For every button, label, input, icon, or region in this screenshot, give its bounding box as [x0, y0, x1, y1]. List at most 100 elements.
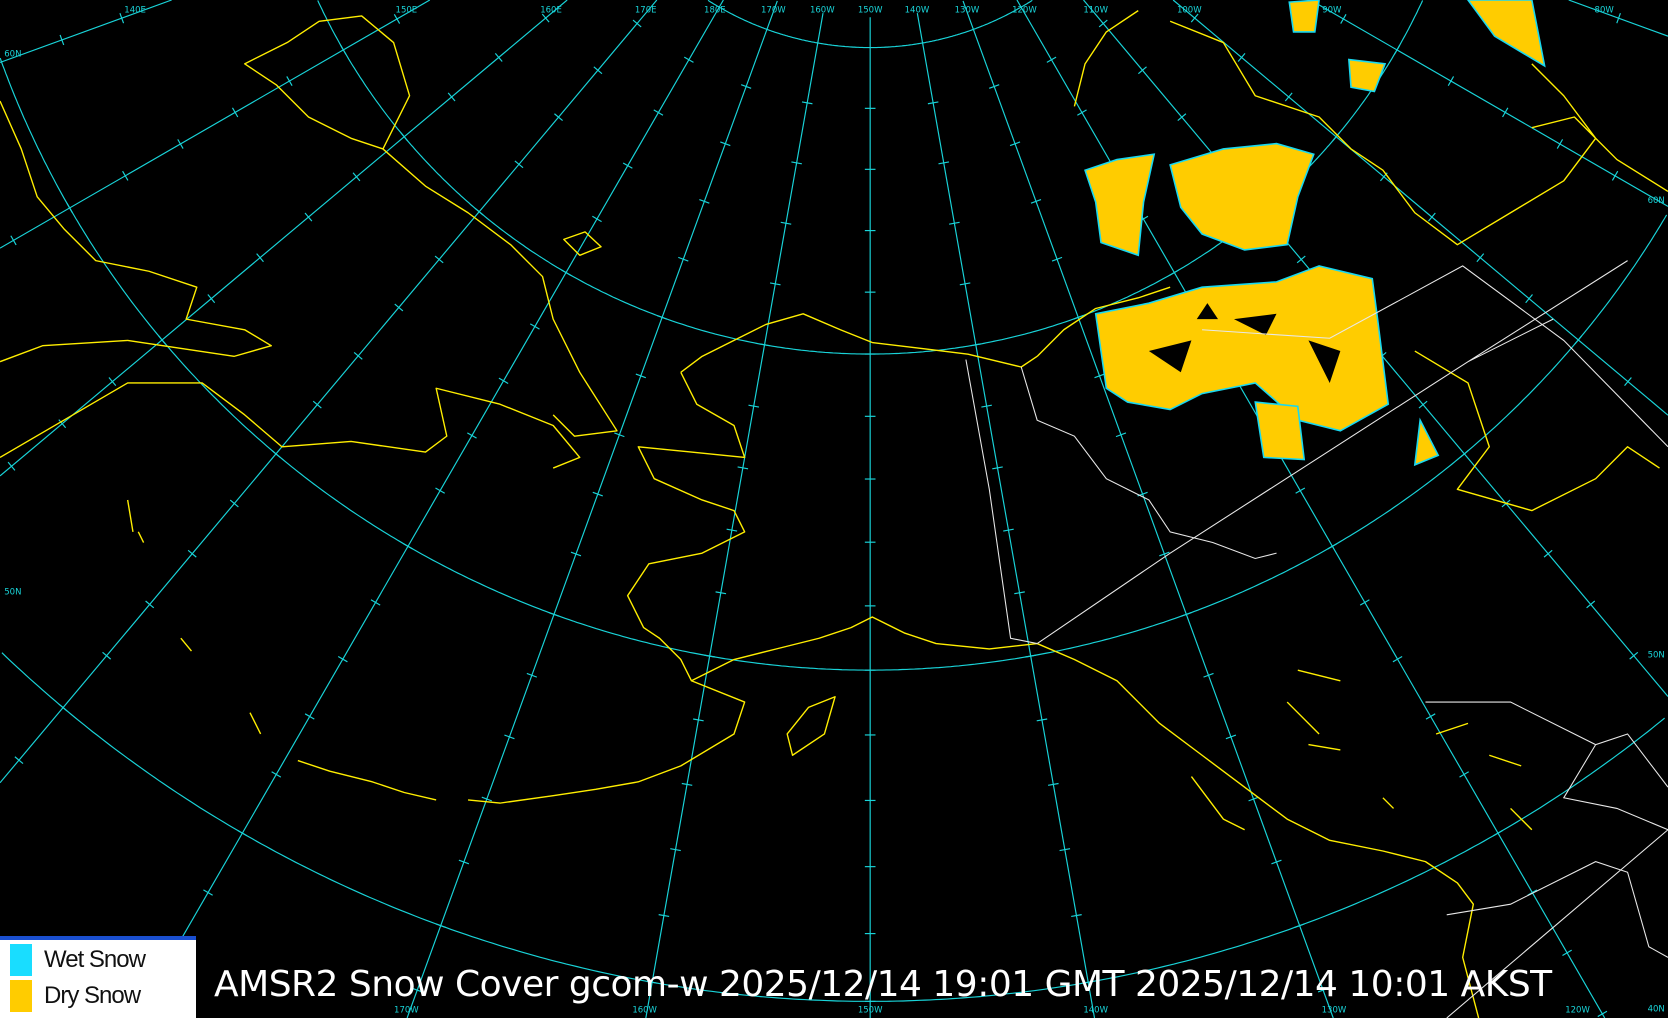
graticule-label: 50N [1648, 650, 1665, 660]
coastline-southeast-alaska [1036, 642, 1480, 1018]
graticule-tick [1296, 255, 1306, 264]
graticule-label: 40N [1648, 1005, 1665, 1015]
graticule-tick [1359, 599, 1370, 606]
graticule-tick [801, 101, 813, 105]
graticule-tick [1525, 294, 1533, 304]
graticule-tick [737, 466, 749, 470]
graticule-tick [1332, 132, 1341, 142]
graticule-tick [1586, 600, 1596, 609]
meridian-line [0, 0, 431, 249]
coastline-chukotka [382, 148, 618, 437]
graticule-tick [678, 256, 689, 262]
graticule-tick [1077, 109, 1087, 116]
legend-label: Wet Snow [44, 946, 146, 973]
graticule-tick [1611, 170, 1619, 181]
graticule-tick [715, 591, 727, 595]
graticule-label: 140E [124, 6, 146, 16]
graticule-label: 100W [1177, 6, 1202, 16]
graticule-label: 150E [396, 6, 418, 16]
graticule-tick [498, 377, 509, 384]
graticule-tick [412, 987, 423, 993]
dry-snow-swatch [10, 980, 32, 1012]
graticule-tick [959, 282, 971, 286]
graticule-tick [1094, 373, 1105, 379]
border-alaska-canada [965, 359, 1038, 645]
graticule-tick [1059, 848, 1071, 852]
graticule-tick [340, 45, 347, 55]
graticule-tick [1030, 198, 1042, 204]
graticule-tick [681, 782, 693, 786]
graticule-label: 140W [1083, 1006, 1108, 1016]
graticule-tick [1169, 269, 1180, 276]
graticule-labels: 140E 150E 160E 170E 180E 170W 160W 150W 140W 130W… [4, 6, 1665, 1016]
graticule-label: 140W [905, 6, 930, 16]
dry-snow-patch [1084, 153, 1156, 257]
graticule-tick [504, 734, 515, 740]
graticule-tick [1046, 56, 1057, 63]
graticule-tick [108, 377, 117, 387]
border-yukon-nwt [1020, 366, 1277, 560]
graticule-tick [970, 343, 982, 347]
graticule-tick [1073, 314, 1084, 320]
graticule-tick [699, 198, 710, 204]
graticule-tick [704, 654, 715, 658]
graticule-tick [1237, 52, 1246, 62]
graticule-tick [1071, 914, 1082, 918]
graticule-tick [1459, 771, 1470, 778]
graticule-tick [1459, 449, 1469, 458]
graticule-tick [1159, 551, 1170, 557]
graticule-tick [1418, 400, 1428, 409]
graticule-tick [554, 113, 563, 122]
graticule-tick [780, 221, 792, 225]
graticule-label: 160W [810, 6, 835, 16]
dry-snow-patch [1413, 417, 1440, 467]
dry-snow-patch [1347, 58, 1387, 93]
graticule-tick [256, 253, 264, 263]
legend-item-dry-snow: Dry Snow [10, 980, 141, 1012]
wet-snow-swatch [10, 944, 32, 976]
map-title: AMSR2 Snow Cover gcom-w 2025/12/14 19:01… [214, 964, 1552, 1005]
graticule-label: 180E [704, 6, 726, 16]
graticule-tick [1295, 487, 1306, 494]
graticule-tick [1629, 651, 1639, 660]
graticule-tick [1003, 528, 1014, 532]
graticule-label: 150W [858, 1006, 883, 1016]
graticule-tick [614, 432, 625, 438]
graticule-tick [592, 215, 602, 223]
coastline-bc-islands [1190, 669, 1533, 831]
coastline-kodiak [786, 696, 836, 756]
graticule-tick [981, 404, 992, 408]
graticule-tick [1393, 45, 1401, 55]
graticule-tick [400, 132, 409, 142]
graticule-tick [759, 343, 770, 347]
graticule-tick [237, 829, 248, 837]
graticule-tick [1425, 713, 1436, 720]
graticule-tick [158, 335, 166, 345]
graticule-label: 50N [4, 588, 21, 598]
graticule-tick [693, 718, 704, 722]
graticule-tick [271, 771, 282, 778]
graticule-tick [658, 914, 670, 918]
coastline-kamchatka [0, 382, 581, 469]
snow-free-gap [1148, 303, 1341, 383]
graticule-tick [683, 56, 694, 63]
graticule-tick [458, 859, 470, 865]
graticule-tick [949, 221, 960, 225]
graticule-tick [1616, 12, 1621, 24]
graticule-tick [1248, 796, 1259, 802]
graticule-tick [592, 491, 603, 497]
graticule-tick [570, 551, 582, 557]
graticule-tick [1115, 432, 1127, 438]
graticule-tick [726, 528, 738, 532]
graticule-label: 60N [1648, 196, 1665, 206]
coastline-alaska-peninsula [467, 680, 746, 804]
graticule-tick [514, 160, 524, 169]
graticule-tick [769, 282, 781, 286]
graticule-tick [119, 12, 125, 24]
graticule-tick [394, 303, 404, 312]
political-borders [965, 260, 1668, 1018]
coastline-aleutians [126, 499, 437, 801]
dry-snow-patch [1288, 0, 1320, 33]
graticule-tick [207, 294, 216, 304]
